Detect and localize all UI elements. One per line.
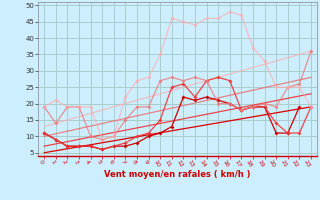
X-axis label: Vent moyen/en rafales ( km/h ): Vent moyen/en rafales ( km/h ) <box>104 170 251 179</box>
